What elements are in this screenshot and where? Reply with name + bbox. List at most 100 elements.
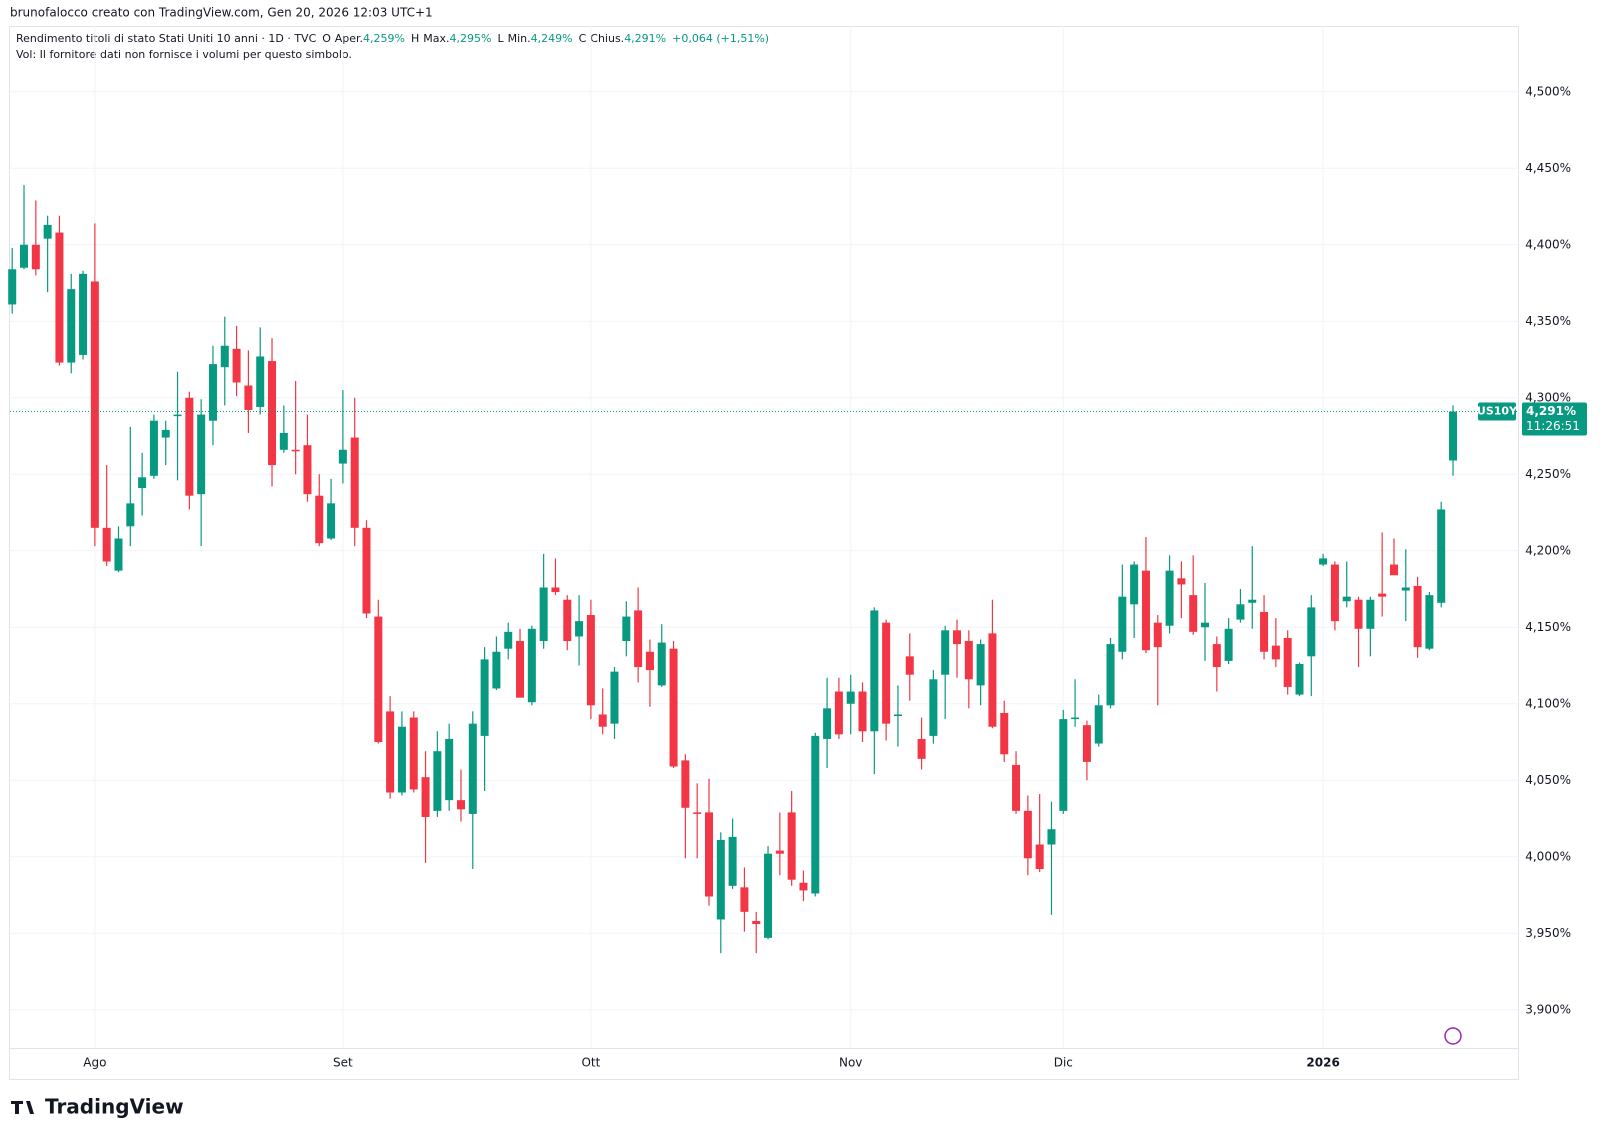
candle-body [208, 364, 217, 421]
candle-body [279, 432, 288, 450]
candle [752, 911, 761, 954]
candle [1201, 582, 1210, 661]
candle [610, 667, 619, 739]
candle-body [764, 853, 773, 938]
candle-body [799, 882, 808, 891]
legend-value: 4,291% [624, 32, 666, 45]
candle-body [197, 414, 206, 495]
countdown-text: 11:26:51 [1526, 419, 1580, 433]
y-tick-label: 4,100% [1525, 696, 1571, 710]
candle [43, 215, 52, 293]
candle [704, 778, 713, 906]
legend-label: Aper. [335, 32, 363, 45]
candle [669, 641, 678, 769]
candle [527, 625, 536, 706]
candle-body [823, 708, 832, 739]
candle [858, 682, 867, 743]
candle [1094, 694, 1103, 747]
candle [433, 731, 442, 817]
candle-body [386, 711, 395, 793]
candle-body [114, 538, 123, 571]
legend-key: L [497, 32, 504, 45]
candle-body [1177, 578, 1186, 585]
y-tick-label: 4,150% [1525, 620, 1571, 634]
candle-body [657, 642, 666, 686]
candle-body [551, 587, 560, 593]
candle [1189, 555, 1198, 635]
candle [208, 345, 217, 446]
candle-body [149, 420, 158, 476]
candle [244, 350, 253, 433]
candle-body [929, 679, 938, 736]
y-tick-label: 4,250% [1525, 467, 1571, 481]
candle [811, 732, 820, 897]
candle [1295, 662, 1304, 697]
candle-body [397, 726, 406, 793]
candle-body [1389, 564, 1398, 576]
candle [67, 273, 76, 374]
candle [764, 846, 773, 940]
candle [1153, 615, 1162, 706]
candle-body [976, 644, 985, 686]
candle-body [1248, 599, 1257, 603]
y-tick-label: 4,050% [1525, 773, 1571, 787]
candle [1082, 720, 1091, 781]
candle-body [256, 356, 265, 407]
candle-body [775, 850, 784, 854]
candle [1283, 630, 1292, 695]
candle [232, 325, 241, 397]
candle-body [1212, 644, 1221, 668]
candle-body [693, 812, 702, 814]
brand: TradingView [45, 1095, 184, 1119]
candle [1023, 795, 1032, 876]
candle-body [787, 812, 796, 880]
candle [386, 696, 395, 799]
candle-body [858, 691, 867, 732]
candle-body [1082, 725, 1091, 762]
price-tag [1522, 402, 1587, 436]
candle-body [634, 610, 643, 668]
candle [657, 624, 666, 687]
candle [173, 371, 182, 481]
candle [893, 685, 902, 747]
candle-body [516, 641, 525, 698]
candle-body [941, 630, 950, 675]
candle [504, 622, 513, 660]
candle-body [374, 616, 383, 743]
candle-body [953, 630, 961, 645]
candle [279, 405, 288, 453]
candle [716, 832, 725, 954]
candle [114, 526, 123, 573]
candle [90, 223, 99, 547]
y-tick-label: 4,000% [1525, 849, 1571, 863]
candle-body [126, 503, 135, 527]
candle-body [504, 631, 513, 649]
candle [55, 215, 64, 366]
candle [1212, 636, 1221, 692]
candle [728, 818, 737, 889]
candle-body [527, 628, 536, 703]
candle-body [409, 717, 418, 790]
candle [834, 677, 843, 739]
candle-body [1366, 599, 1375, 629]
candle-body [303, 445, 312, 495]
legend-label: Min. [508, 32, 531, 45]
alert-icon[interactable] [1444, 1027, 1462, 1045]
candle-body [480, 659, 489, 736]
candle [338, 390, 347, 484]
candle [1378, 532, 1387, 617]
candle-body [8, 269, 17, 305]
candle-body [1118, 596, 1127, 652]
candle-body [20, 244, 29, 268]
candle-body [681, 760, 690, 808]
candle-body [563, 599, 572, 642]
legend-symbol: Rendimento titoli di stato Stati Uniti 1… [16, 32, 317, 45]
symbol-tag [1478, 402, 1516, 421]
candle-body [1307, 607, 1316, 657]
candle-body [1165, 570, 1174, 626]
candle [1271, 618, 1280, 668]
candle-body [67, 289, 76, 363]
candle [1449, 405, 1458, 476]
candle-body [79, 273, 88, 355]
